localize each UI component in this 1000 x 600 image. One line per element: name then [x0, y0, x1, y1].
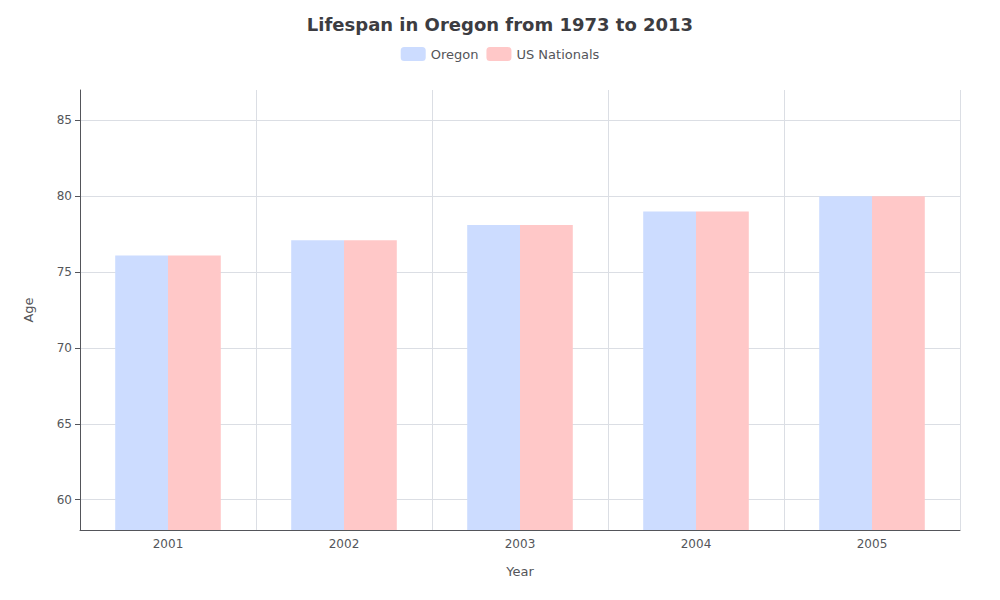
svg-text:Year: Year [505, 564, 534, 579]
svg-text:Age: Age [21, 297, 36, 322]
svg-text:Lifespan in Oregon from 1973 t: Lifespan in Oregon from 1973 to 2013 [307, 14, 693, 35]
svg-text:2002: 2002 [329, 537, 360, 551]
svg-text:80: 80 [57, 189, 72, 203]
svg-text:2004: 2004 [681, 537, 712, 551]
svg-text:Oregon: Oregon [431, 47, 479, 62]
svg-text:70: 70 [57, 341, 72, 355]
svg-text:75: 75 [57, 265, 72, 279]
svg-text:2003: 2003 [505, 537, 536, 551]
svg-text:85: 85 [57, 113, 72, 127]
svg-text:2001: 2001 [153, 537, 184, 551]
svg-text:2005: 2005 [857, 537, 888, 551]
svg-text:US Nationals: US Nationals [516, 47, 599, 62]
svg-text:65: 65 [57, 417, 72, 431]
svg-text:60: 60 [57, 493, 72, 507]
